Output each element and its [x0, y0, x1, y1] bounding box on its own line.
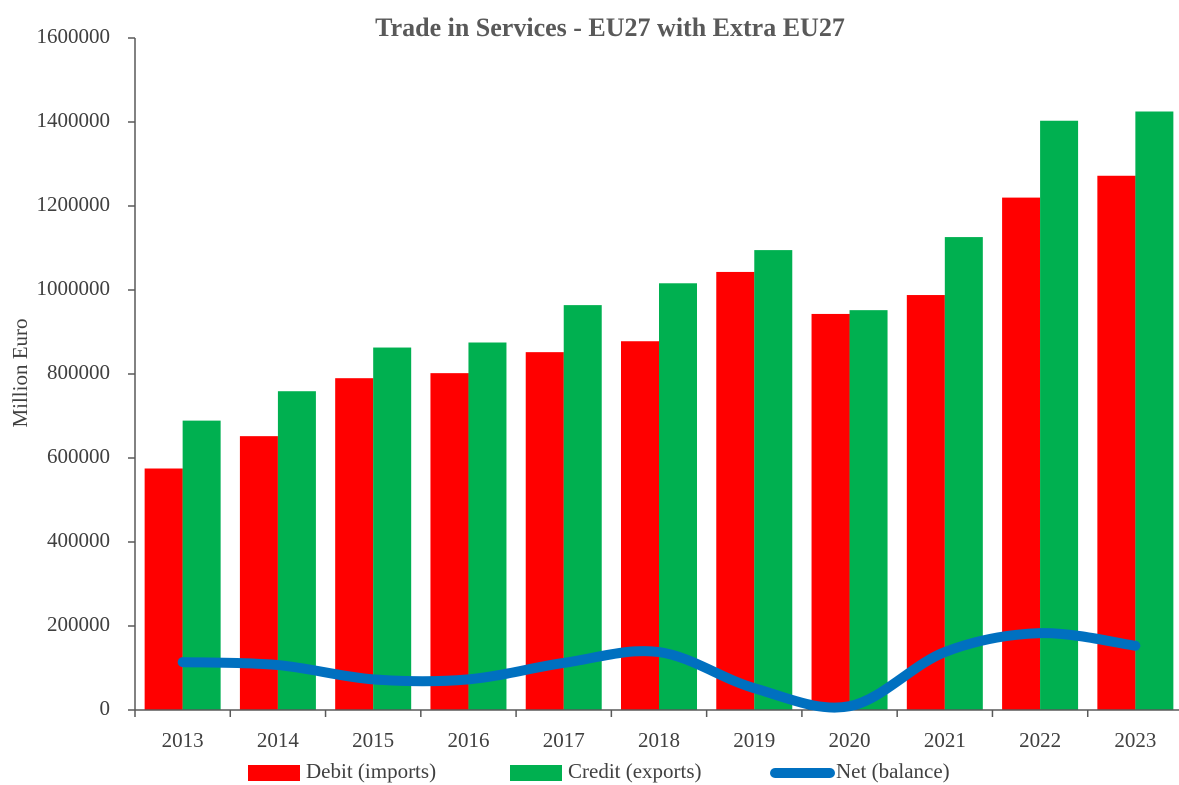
line [177, 628, 1141, 713]
x-tick-label: 2013 [162, 728, 204, 752]
bar [1135, 111, 1174, 710]
legend-swatch [248, 765, 300, 781]
bar [373, 347, 412, 710]
x-tick-label: 2018 [638, 728, 680, 752]
bar [811, 313, 850, 710]
bar [1097, 175, 1136, 710]
x-tick-label: 2022 [1019, 728, 1061, 752]
bar [1040, 120, 1079, 711]
chart-title: Trade in Services - EU27 with Extra EU27 [375, 13, 845, 42]
bar [563, 305, 602, 710]
y-tick-label: 600000 [47, 444, 110, 468]
x-tick-label: 2015 [352, 728, 394, 752]
bar [754, 250, 793, 710]
y-tick-label: 1000000 [37, 276, 111, 300]
bar [659, 283, 697, 710]
legend-label: Credit (exports) [568, 759, 702, 783]
bar [849, 310, 888, 710]
bar [468, 342, 507, 710]
x-tick-label: 2019 [733, 728, 775, 752]
x-tick-label: 2023 [1114, 728, 1156, 752]
y-tick-label: 1200000 [37, 192, 111, 216]
y-axis-label: Million Euro [8, 318, 32, 427]
y-tick-label: 400000 [47, 528, 110, 552]
y-tick-label: 800000 [47, 360, 110, 384]
y-tick-label: 1400000 [37, 108, 111, 132]
bar [944, 237, 983, 710]
y-tick-label: 200000 [47, 612, 110, 636]
bar [335, 378, 374, 710]
legend-label: Net (balance) [836, 759, 950, 783]
x-tick-label: 2016 [447, 728, 489, 752]
y-tick-label: 0 [100, 696, 111, 720]
bar [525, 352, 564, 710]
legend-label: Debit (imports) [306, 759, 436, 783]
x-tick-label: 2014 [257, 728, 300, 752]
x-tick-label: 2021 [924, 728, 966, 752]
x-tick-label: 2017 [543, 728, 585, 752]
bar [277, 391, 316, 710]
bar [906, 295, 945, 710]
bar [716, 271, 755, 710]
legend-swatch [510, 765, 562, 781]
x-tick-label: 2020 [829, 728, 871, 752]
bar [144, 468, 183, 710]
bar [430, 373, 469, 710]
y-tick-label: 1600000 [37, 24, 111, 48]
bar [1002, 197, 1041, 711]
